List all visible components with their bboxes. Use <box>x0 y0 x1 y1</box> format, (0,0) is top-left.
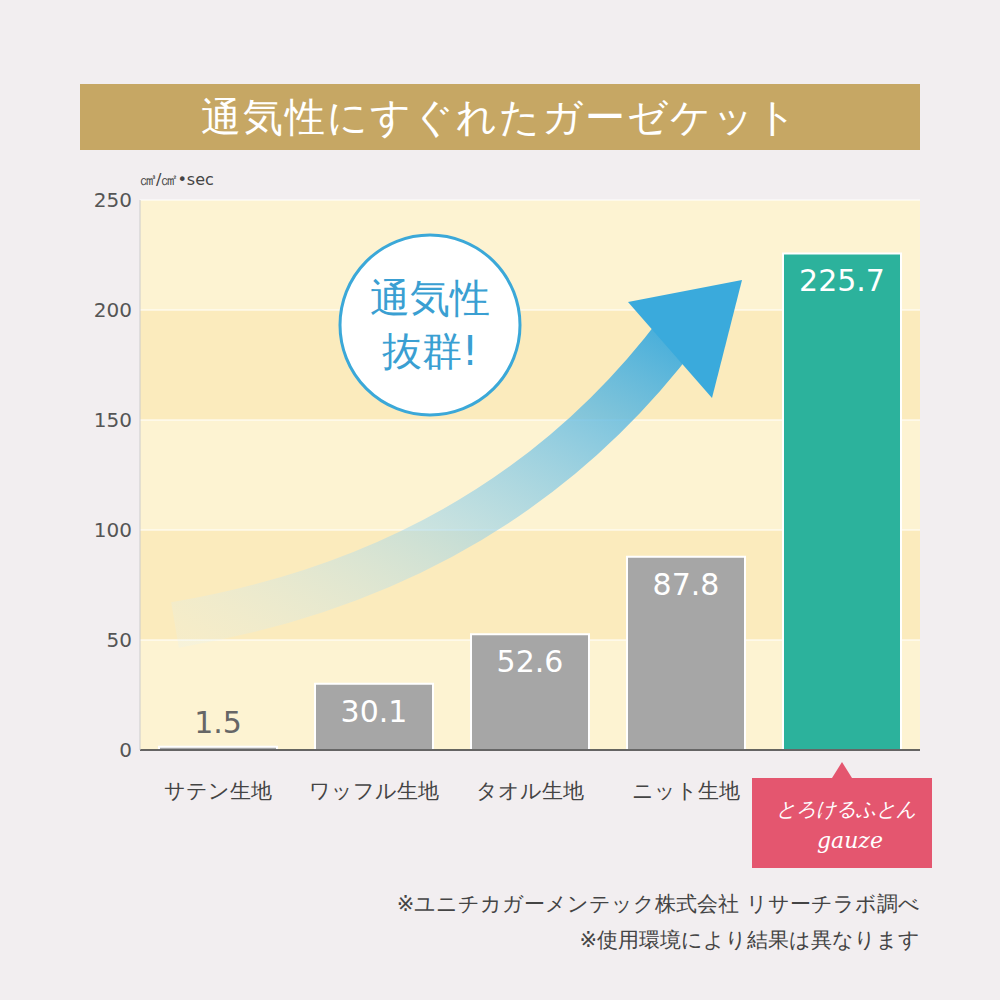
svg-text:通気性: 通気性 <box>370 275 490 321</box>
svg-text:250: 250 <box>94 188 132 212</box>
svg-text:1.5: 1.5 <box>194 705 242 740</box>
svg-text:225.7: 225.7 <box>799 263 885 298</box>
svg-text:タオル生地: タオル生地 <box>476 779 584 803</box>
svg-text:0: 0 <box>119 738 132 762</box>
html-text:※使用環境により結果は異なります: ※使用環境により結果は異なります <box>579 928 920 952</box>
svg-text:150: 150 <box>94 408 132 432</box>
svg-text:87.8: 87.8 <box>653 567 720 602</box>
svg-text:gauze: gauze <box>817 828 883 853</box>
svg-text:とろけるふとん: とろけるふとん <box>776 797 916 821</box>
svg-text:ニット生地: ニット生地 <box>632 779 740 803</box>
html-text:㎤/㎠•sec: ㎤/㎠•sec <box>140 170 214 189</box>
svg-text:ワッフル生地: ワッフル生地 <box>309 779 439 803</box>
html-text:通気性にすぐれたガーゼケット: 通気性にすぐれたガーゼケット <box>201 94 799 140</box>
svg-text:抜群!: 抜群! <box>382 328 478 374</box>
svg-text:30.1: 30.1 <box>341 694 408 729</box>
svg-text:50: 50 <box>107 628 132 652</box>
svg-text:200: 200 <box>94 298 132 322</box>
svg-text:100: 100 <box>94 518 132 542</box>
html-text:※ユニチカガーメンテック株式会社 リサーチラボ調べ: ※ユニチカガーメンテック株式会社 リサーチラボ調べ <box>396 892 920 916</box>
svg-text:サテン生地: サテン生地 <box>164 779 272 803</box>
svg-text:52.6: 52.6 <box>497 644 564 679</box>
